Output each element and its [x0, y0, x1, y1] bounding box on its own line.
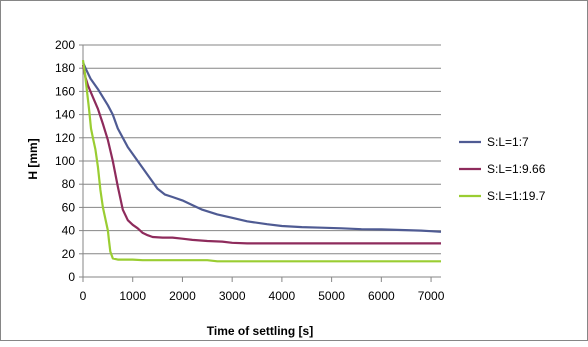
y-tick-label: 80: [62, 177, 76, 191]
y-tick-label: 200: [55, 38, 75, 52]
x-axis-label: Time of settling [s]: [207, 324, 313, 338]
legend: S:L=1:7 S:L=1:9.66 S:L=1:19.7: [459, 135, 546, 203]
y-tick-label: 160: [55, 84, 75, 98]
x-tick-label: 3000: [219, 289, 246, 303]
legend-label: S:L=1:7: [487, 135, 529, 149]
y-tick-label: 20: [62, 247, 76, 261]
series-line-1: [81, 61, 442, 233]
y-tick-label: 100: [55, 154, 75, 168]
y-axis-label: H [mm]: [26, 138, 40, 179]
x-tick-label: 4000: [269, 289, 296, 303]
legend-label: S:L=1:19.7: [487, 189, 546, 203]
y-tick-label: 120: [55, 131, 75, 145]
x-tick-label: 1000: [119, 289, 146, 303]
y-tick-label: 140: [55, 108, 75, 122]
y-tick-label: 180: [55, 61, 75, 75]
legend-label: S:L=1:9.66: [487, 162, 546, 176]
x-axis-ticks: 0 1000 2000 3000 4000 5000 6000 7000: [80, 277, 445, 303]
x-tick-label: 7000: [418, 289, 445, 303]
series-line-3: [81, 59, 441, 263]
y-tick-label: 0: [68, 270, 75, 284]
gridlines: [82, 44, 441, 278]
y-tick-label: 40: [62, 224, 76, 238]
y-tick-label: 60: [62, 200, 76, 214]
x-tick-label: 6000: [368, 289, 395, 303]
x-tick-label: 2000: [169, 289, 196, 303]
series-line-2: [81, 64, 441, 245]
y-axis-ticks: 0 20 40 60 80 100 120 140 160 180 200: [55, 38, 83, 284]
series-lines: [81, 59, 442, 263]
x-tick-label: 0: [80, 289, 87, 303]
x-tick-label: 5000: [318, 289, 345, 303]
